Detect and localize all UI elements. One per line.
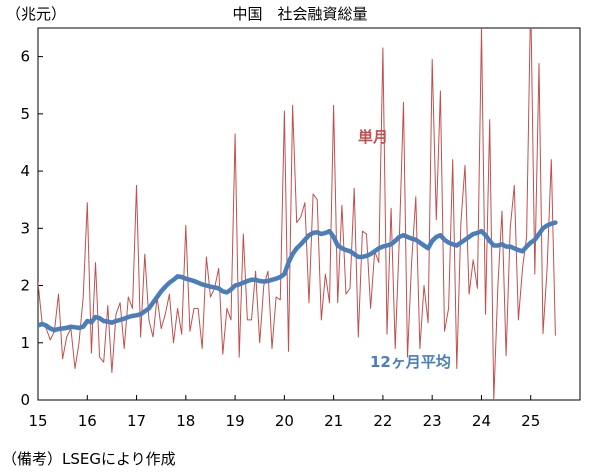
label-12m-average: 12ヶ月平均 (370, 353, 451, 371)
series-line-monthly (38, 28, 556, 400)
y-tick-label: 1 (20, 334, 30, 352)
x-tick-label: 15 (28, 412, 47, 430)
unit-label: （兆元） (6, 5, 66, 23)
x-axis: 15 16 17 18 19 20 21 22 23 24 25 (28, 395, 540, 430)
y-tick-label: 5 (20, 105, 30, 123)
x-tick-label: 19 (226, 412, 245, 430)
y-axis: 0 1 2 3 4 5 6 (20, 48, 43, 409)
x-tick-label: 16 (78, 412, 97, 430)
x-tick-label: 21 (324, 412, 343, 430)
footnote: （備考）LSEGにより作成 (2, 450, 176, 468)
x-tick-label: 24 (472, 412, 491, 430)
label-monthly: 単月 (358, 128, 388, 146)
series-group (38, 28, 558, 400)
x-tick-label: 22 (373, 412, 392, 430)
chart-title: 中国 社会融資総量 (232, 5, 367, 23)
plot-frame (37, 27, 581, 401)
x-tick-label: 25 (521, 412, 540, 430)
y-tick-label: 6 (20, 48, 30, 66)
x-tick-label: 20 (275, 412, 294, 430)
y-tick-label: 2 (20, 277, 30, 295)
x-tick-label: 23 (423, 412, 442, 430)
x-tick-label: 17 (127, 412, 146, 430)
x-tick-label: 18 (176, 412, 195, 430)
y-tick-label: 3 (20, 219, 30, 237)
series-line-12m-average (38, 220, 558, 333)
y-tick-label: 0 (20, 391, 30, 409)
annotations: 単月 12ヶ月平均 (358, 128, 451, 371)
y-tick-label: 4 (20, 162, 30, 180)
